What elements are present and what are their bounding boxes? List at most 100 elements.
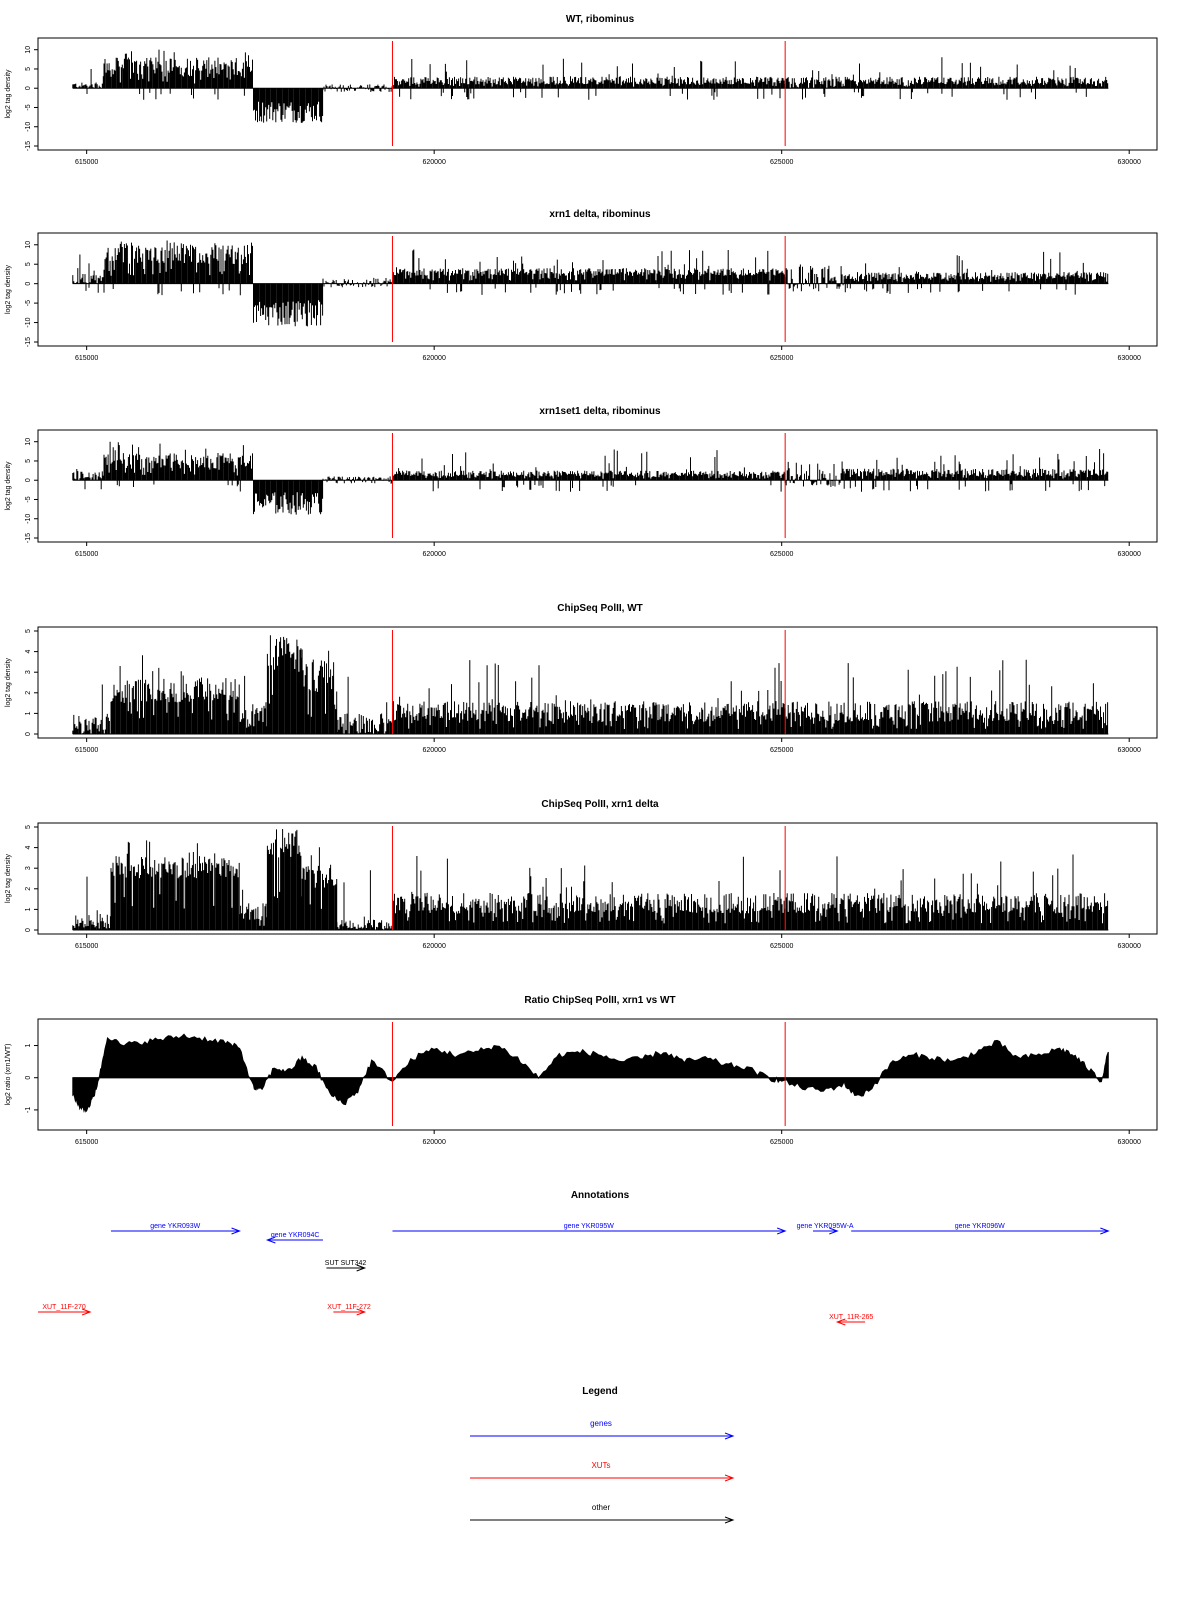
feature-label: gene YKR096W [955,1223,1005,1230]
panel-frame [37,822,1158,935]
y-tick-label: 5 [25,67,32,71]
feature-xut-11r-265: XUT_11R-265 [829,1314,873,1326]
arrow-head [724,1432,735,1440]
panel-title: ChipSeq PolII, xrn1 delta [541,799,659,810]
y-tick-label: 3 [25,866,32,870]
signal-segment [266,829,303,930]
y-tick-label: 0 [25,1076,32,1080]
y-tick-label: 0 [25,732,32,736]
x-tick-label: 615000 [75,159,98,166]
y-tick-label: -15 [25,337,32,347]
x-tick-label: 615000 [75,747,98,754]
x-tick-label: 625000 [770,943,793,950]
x-tick-label: 630000 [1118,551,1141,558]
arrow-head [776,1227,787,1235]
annotations-track: Annotations gene YKR093W gene YKR094C gene … [38,1190,1110,1326]
feature-gene-ykr096w: gene YKR096W [851,1223,1110,1235]
y-tick-label: -1 [25,1107,32,1113]
signal-segment [392,249,786,295]
panel-title: ChipSeq PolII, WT [557,603,643,614]
signal-bars [72,829,1109,931]
signal-segment [392,449,786,492]
arrow-head [231,1227,241,1235]
arrow-head [1100,1227,1110,1235]
signal-segment [322,476,393,484]
legend-title: Legend [582,1386,618,1397]
feature-xut-11f-272: XUT_11F-272 [327,1304,371,1316]
signal-bars [72,635,1109,735]
x-tick-label: 630000 [1118,943,1141,950]
y-tick-label: -5 [25,104,32,110]
signal-bars [72,441,1109,515]
signal-segment [322,84,393,92]
y-axis-label: log2 tag density [5,461,12,511]
signal-segment [253,283,324,327]
signal-segment [72,876,111,930]
y-tick-label: 0 [25,928,32,932]
x-tick-label: 615000 [75,551,98,558]
y-tick-label: 1 [25,907,32,911]
y-tick-label: 3 [25,670,32,674]
y-axis-label: log2 ratio (xrn1/WT) [5,1044,12,1106]
legend: Legend genes XUTs other [470,1386,735,1524]
signal-segment [784,264,845,292]
y-tick-label: 10 [25,241,32,249]
signal-segment [784,461,845,487]
signal-segment [336,676,393,734]
y-tick-label: 4 [25,650,32,654]
y-tick-label: 5 [25,262,32,266]
panel-title: WT, ribominus [566,14,635,25]
y-tick-label: 0 [25,282,32,286]
y-axis-label: log2 tag density [5,264,12,314]
feature-label: XUT_11F-272 [327,1304,371,1311]
legend-label: genes [590,1419,612,1428]
x-tick-label: 630000 [1118,747,1141,754]
panel-frame [37,37,1158,151]
y-tick-label: -15 [25,533,32,543]
panel-frame [37,626,1158,739]
signal-segment [392,854,1109,930]
signal-bars [72,240,1109,327]
x-tick-label: 620000 [422,747,445,754]
panel-frame [37,232,1158,347]
feature-label: XUT_11R-265 [829,1314,873,1321]
signal-segment [110,840,240,930]
signal-segment [239,889,268,930]
arrow-head [835,1318,846,1326]
x-tick-label: 625000 [770,551,793,558]
feature-gene-ykr094c: gene YKR094C [265,1232,323,1244]
panel-title: xrn1 delta, ribominus [549,209,651,220]
y-tick-label: 5 [25,825,32,829]
signal-segment [72,684,111,734]
signal-segment [843,449,1109,492]
x-tick-label: 620000 [422,551,445,558]
signal-segment [336,870,393,930]
panel-4: ChipSeq PolII, WT log2 tag density 0 1 2 3 4 5 6… [5,603,1158,754]
signal-segment [843,57,1109,100]
y-tick-label: 4 [25,846,32,850]
y-axis-label: log2 tag density [5,657,12,707]
signal-segment [253,480,324,515]
y-axis-label: log2 tag density [5,853,12,903]
y-tick-label: 5 [25,629,32,633]
legend-entry-xuts: XUTs [470,1461,735,1482]
signal-bars [72,49,1109,123]
signal-segment [322,277,393,288]
x-tick-label: 620000 [422,355,445,362]
signal-segment [103,441,253,492]
feature-label: gene YKR094C [271,1232,320,1239]
feature-sut-sut342: SUT SUT342 [325,1260,367,1272]
y-tick-label: 1 [25,711,32,715]
x-tick-label: 625000 [770,355,793,362]
y-tick-label: -15 [25,141,32,151]
x-tick-label: 620000 [422,943,445,950]
signal-segment [239,675,268,734]
feature-gene-ykr095w-a: gene YKR095W-A [797,1223,854,1235]
x-tick-label: 625000 [770,1139,793,1146]
feature-gene-ykr093w: gene YKR093W [110,1223,241,1235]
signal-segment [301,847,338,930]
arrow-head [356,1264,367,1272]
x-tick-label: 630000 [1118,1139,1141,1146]
y-tick-label: 10 [25,46,32,54]
